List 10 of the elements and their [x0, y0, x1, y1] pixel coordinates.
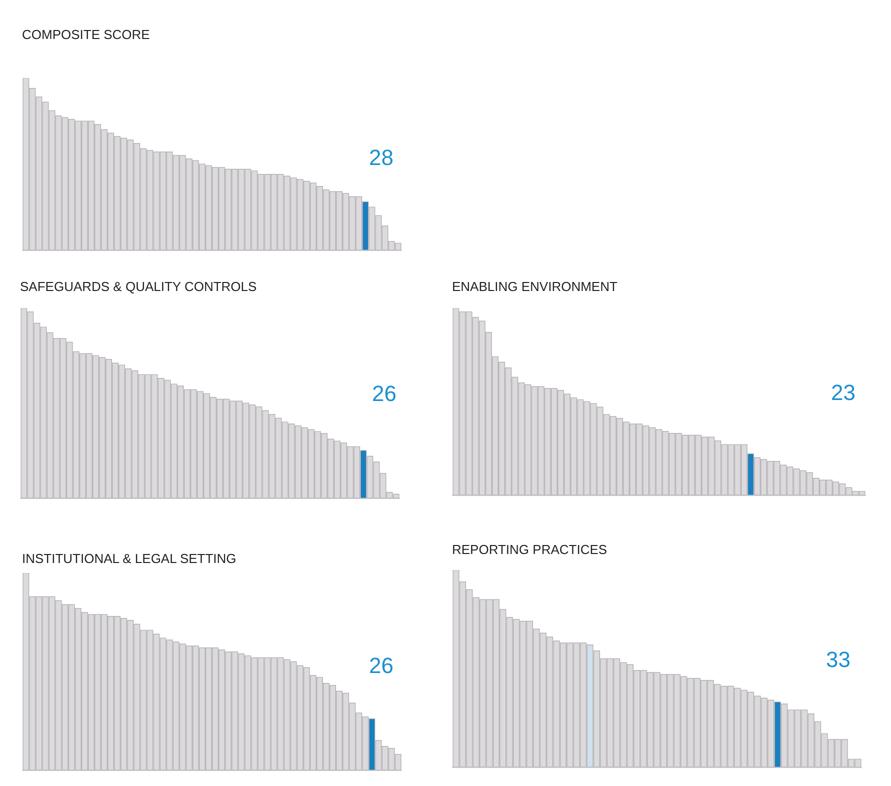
chart-title: SAFEGUARDS & QUALITY CONTROLS — [20, 279, 258, 294]
chart-title: REPORTING PRACTICES — [452, 542, 608, 557]
annotation: 23 — [831, 380, 856, 405]
chart-title: ENABLING ENVIRONMENT — [452, 279, 618, 294]
annotation: 26 — [369, 653, 394, 678]
annotation: 33 — [826, 647, 850, 672]
chart-title: INSTITUTIONAL & LEGAL SETTING — [22, 551, 236, 566]
annotation: 26 — [372, 381, 396, 406]
chart-title: COMPOSITE SCORE — [22, 27, 150, 42]
annotation: 28 — [369, 145, 394, 170]
